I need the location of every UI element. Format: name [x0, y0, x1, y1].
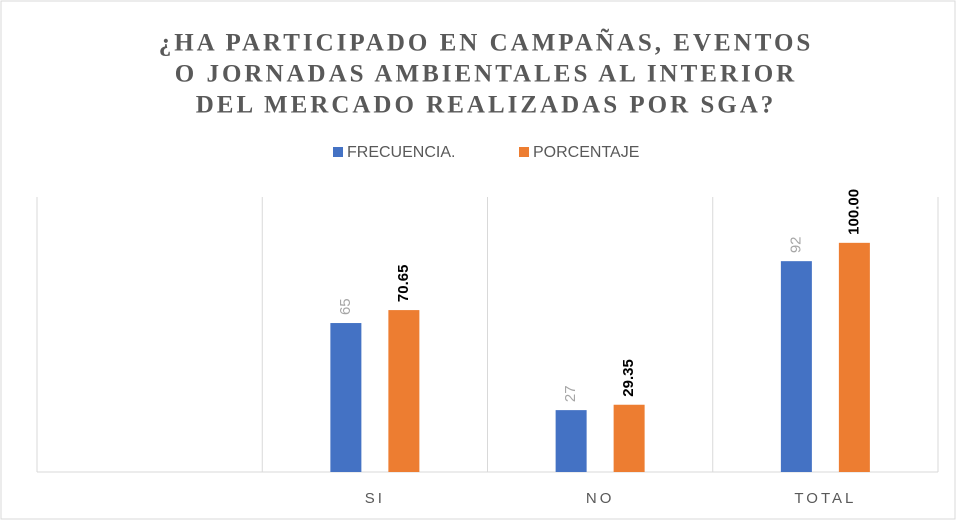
bar [555, 410, 587, 472]
data-label: 29.35 [620, 359, 637, 397]
data-label: 27 [562, 385, 579, 402]
data-label: 65 [337, 298, 354, 315]
bar [613, 404, 645, 472]
x-tick-label: TOTAL [794, 490, 856, 507]
legend-label: FRECUENCIA. [347, 144, 455, 161]
bar [838, 242, 870, 472]
legend-label: PORCENTAJE [533, 144, 639, 161]
legend-swatch [333, 147, 343, 157]
chart-title: DEL MERCADO REALIZADAS POR SGA? [196, 92, 777, 119]
x-tick-label: SI [365, 490, 385, 507]
data-label: 100.00 [845, 189, 862, 235]
data-label: 92 [787, 236, 804, 253]
bar [330, 323, 362, 472]
bar [388, 310, 420, 472]
bar [780, 261, 812, 472]
x-tick-label: NO [586, 490, 615, 507]
chart-title: ¿HA PARTICIPADO EN CAMPAÑAS, EVENTOS [159, 29, 814, 57]
data-label: 70.65 [395, 265, 412, 303]
chart-title: O JORNADAS AMBIENTALES AL INTERIOR [175, 61, 797, 88]
legend-swatch [519, 147, 529, 157]
